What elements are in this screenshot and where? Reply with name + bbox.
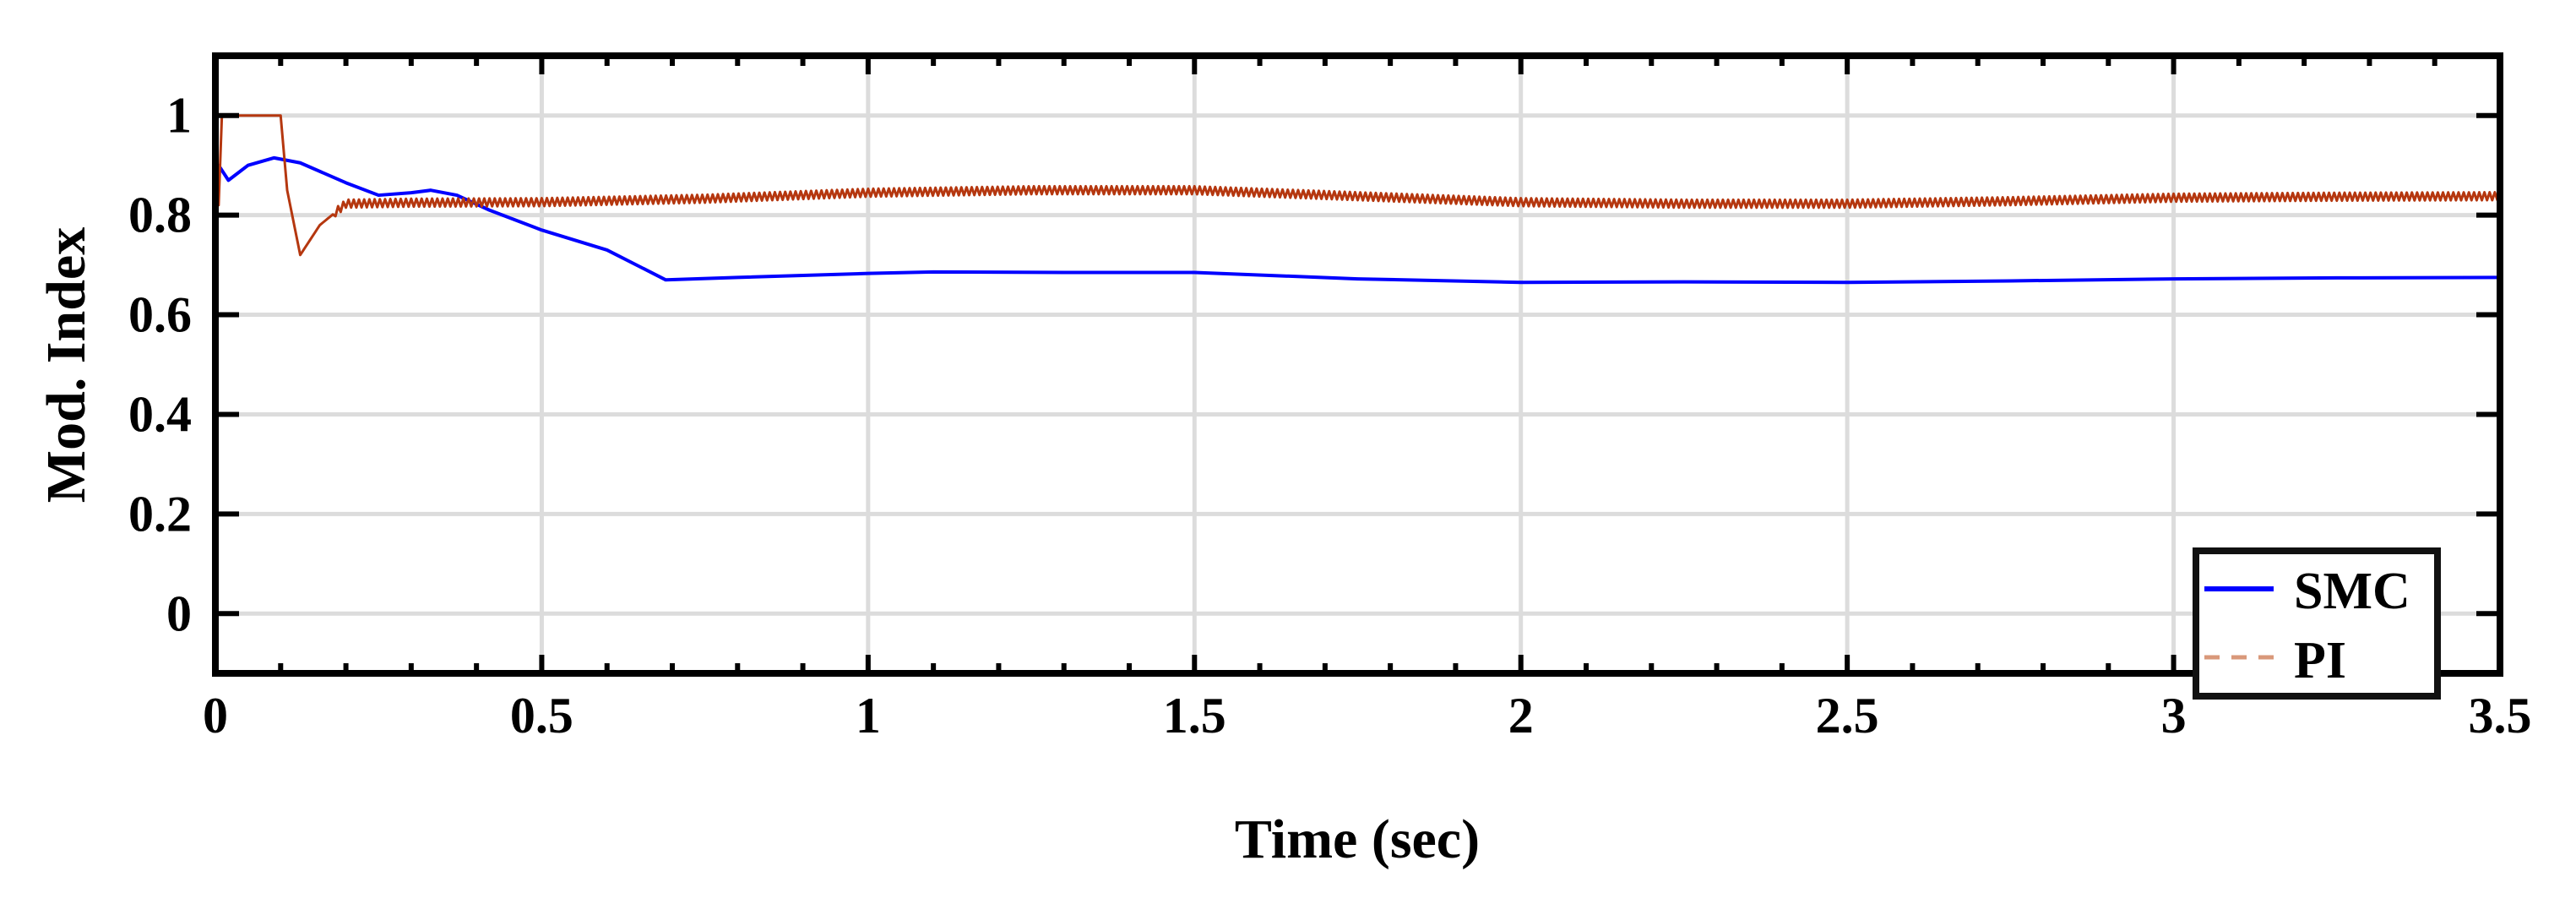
- x-tick-label: 3.5: [2469, 688, 2532, 743]
- legend-box: [2193, 547, 2441, 700]
- ticks: 0 0.5 1 1.5 2 2.5 3 3.5 0 0.2 0.4 0.6 0.8 1: [128, 56, 2532, 743]
- x-tick-label: 1.5: [1163, 688, 1226, 743]
- y-tick-label: 0: [166, 585, 192, 641]
- x-tick-label: 3: [2161, 688, 2187, 743]
- y-tick-label: 0.6: [128, 287, 192, 343]
- x-tick-label: 2.5: [1816, 688, 1879, 743]
- series-line-smc: [214, 155, 2501, 285]
- x-tick-label: 2: [1508, 688, 1534, 743]
- plot-frame: [212, 52, 2503, 677]
- legend-label-smc: SMC: [2294, 563, 2410, 620]
- legend-label-pi: PI: [2294, 632, 2346, 689]
- legend: SMC PI: [2193, 547, 2441, 700]
- x-tick-label: 0: [203, 688, 228, 743]
- grid: [213, 56, 2503, 673]
- x-tick-label: 1: [856, 688, 881, 743]
- series-lines: [214, 114, 2502, 285]
- y-tick-label: 1: [166, 88, 192, 144]
- y-tick-label: 0.2: [128, 486, 192, 542]
- y-tick-label: 0.4: [128, 386, 192, 442]
- x-axis-label: Time (sec): [1235, 809, 1480, 870]
- y-axis-label: Mod. Index: [35, 227, 97, 503]
- series-line-pi: [214, 114, 2502, 257]
- y-tick-label: 0.8: [128, 188, 192, 243]
- x-tick-label: 0.5: [510, 688, 573, 743]
